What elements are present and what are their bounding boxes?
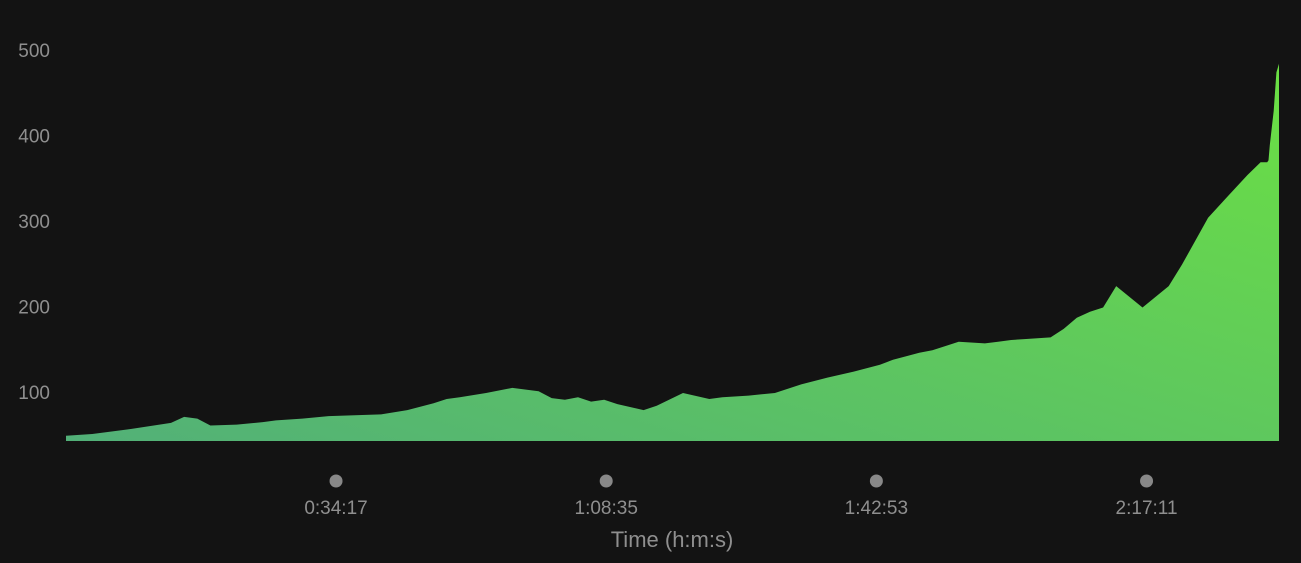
series-area [66,63,1279,442]
x-tick-label: 1:42:53 [845,498,908,519]
y-tick-label: 300 [18,212,50,233]
x-tick-marker [599,474,613,488]
x-tick-marker [329,474,343,488]
y-tick-label: 400 [18,127,50,148]
x-tick-label: 0:34:17 [304,498,367,519]
x-tick-label: 1:08:35 [575,498,638,519]
y-tick-label: 100 [18,383,50,404]
x-tick-label: 2:17:11 [1116,498,1178,519]
y-tick-label: 500 [18,41,50,62]
x-axis-title: Time (h:m:s) [611,527,734,552]
y-axis: 100 200 300 400 500 [18,41,50,404]
x-tick-marker [869,474,883,488]
y-tick-label: 200 [18,298,50,319]
x-axis: 0:34:17 1:08:35 1:42:53 2:17:11 [304,474,1178,519]
x-tick-marker [1140,474,1154,488]
